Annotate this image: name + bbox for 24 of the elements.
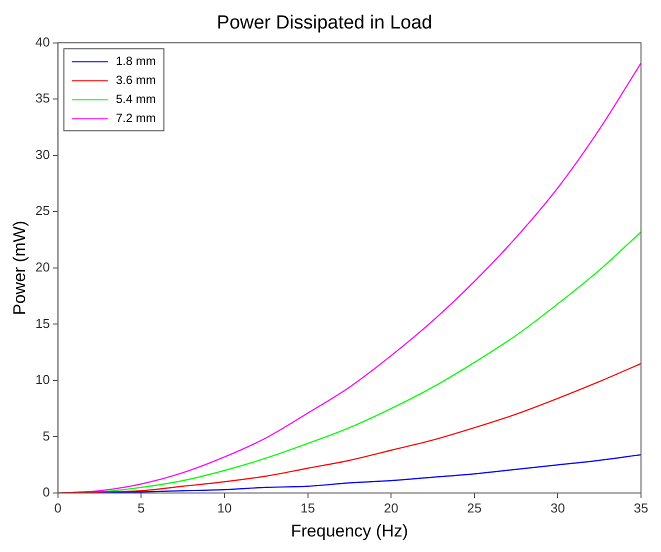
- y-tick-label: 30: [35, 146, 50, 162]
- x-tick-label: 10: [217, 500, 232, 516]
- y-tick-label: 15: [35, 316, 50, 331]
- x-tick-label: 0: [54, 500, 62, 516]
- legend-label: 3.6 mm: [116, 73, 156, 88]
- y-tick-label: 25: [35, 203, 50, 218]
- x-tick-label: 30: [550, 500, 565, 516]
- x-tick-label: 5: [138, 500, 145, 516]
- legend-label: 5.4 mm: [116, 92, 156, 106]
- y-tick-label: 10: [35, 372, 50, 388]
- x-tick-label: 20: [384, 500, 398, 516]
- y-axis-title: Power (mW): [10, 220, 29, 316]
- x-tick-label: 15: [300, 500, 316, 516]
- y-tick-label: 35: [35, 90, 50, 106]
- legend-label: 1.8 mm: [116, 54, 156, 68]
- x-tick-label: 35: [634, 500, 648, 516]
- legend-label: 7.2 mm: [116, 111, 156, 126]
- chart-title: Power Dissipated in Load: [216, 12, 432, 34]
- y-tick-label: 40: [35, 34, 50, 50]
- x-axis-title: Frequency (Hz): [290, 521, 408, 540]
- y-tick-label: 5: [42, 428, 50, 444]
- y-tick-label: 0: [42, 484, 50, 500]
- y-tick-label: 20: [35, 259, 50, 274]
- x-tick-label: 25: [467, 500, 482, 516]
